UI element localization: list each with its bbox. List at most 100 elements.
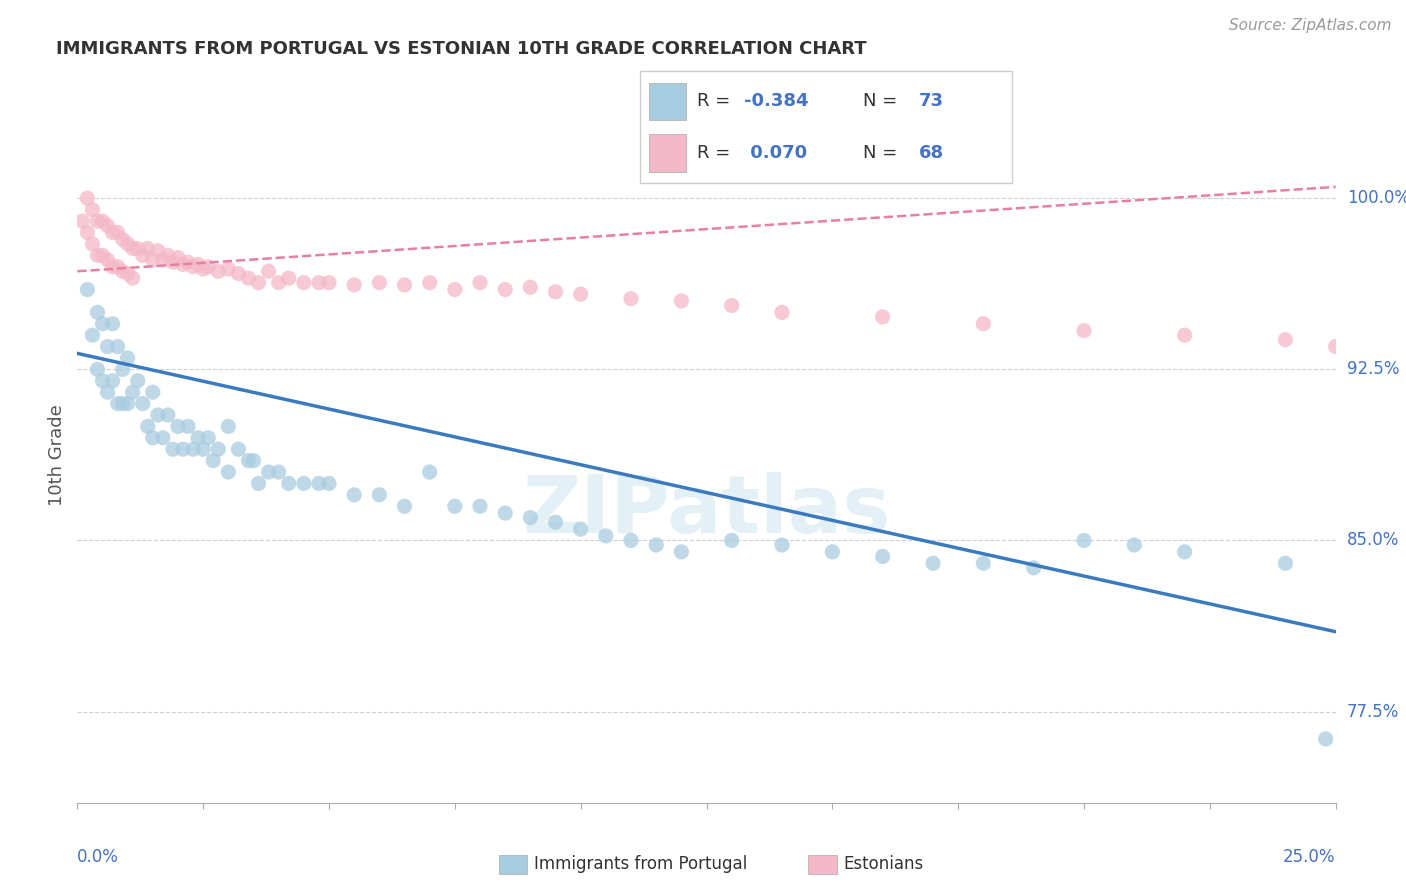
Point [197,260,219,274]
Point [101,317,124,331]
Point [82,236,104,251]
Point [1324,340,1347,354]
Point [136,242,159,256]
Point [519,280,541,294]
Text: N =: N = [863,144,903,161]
Point [620,292,643,306]
Point [922,556,945,570]
Point [167,251,190,265]
Bar [650,83,686,120]
Point [152,252,174,267]
Point [368,488,391,502]
Point [972,317,994,331]
Point [86,248,108,262]
Point [117,236,139,251]
Point [1174,545,1197,559]
Text: 25.0%: 25.0% [1284,848,1336,866]
Point [121,271,143,285]
Text: 92.5%: 92.5% [1347,360,1399,378]
Point [197,431,219,445]
Point [544,285,567,299]
Point [671,293,693,308]
Point [117,351,139,365]
Point [82,328,104,343]
Point [121,242,143,256]
Point [101,374,124,388]
Point [872,310,894,324]
Y-axis label: 10th Grade: 10th Grade [48,404,66,506]
Point [86,214,108,228]
Text: 0.070: 0.070 [744,144,807,161]
Point [1274,333,1296,347]
Point [82,202,104,217]
Point [127,374,149,388]
Text: Source: ZipAtlas.com: Source: ZipAtlas.com [1229,18,1392,33]
Point [156,408,179,422]
Point [162,255,184,269]
Point [76,226,98,240]
Point [91,374,114,388]
Text: -0.384: -0.384 [744,93,808,111]
Point [544,515,567,529]
Point [468,276,491,290]
Point [91,248,114,262]
Point [207,442,229,457]
Point [96,385,118,400]
Point [111,396,134,410]
Point [121,385,143,400]
Text: 100.0%: 100.0% [1347,189,1406,207]
Text: 68: 68 [920,144,945,161]
Point [1350,579,1372,593]
Point [1022,561,1045,575]
Point [181,260,204,274]
Text: IMMIGRANTS FROM PORTUGAL VS ESTONIAN 10TH GRADE CORRELATION CHART: IMMIGRANTS FROM PORTUGAL VS ESTONIAN 10T… [56,40,868,58]
Point [671,545,693,559]
Point [519,510,541,524]
Point [267,465,290,479]
Point [142,431,165,445]
Point [146,244,169,258]
Text: R =: R = [697,93,737,111]
Point [318,476,340,491]
Text: 85.0%: 85.0% [1347,532,1399,549]
Point [177,419,200,434]
Point [343,277,366,292]
Point [91,214,114,228]
Point [96,219,118,233]
Point [394,500,416,514]
Point [419,465,441,479]
Point [247,276,270,290]
Point [172,442,194,457]
Point [228,267,250,281]
Text: Estonians: Estonians [844,855,924,873]
Point [972,556,994,570]
Point [267,276,290,290]
Point [167,419,190,434]
Point [1274,556,1296,570]
Point [111,232,134,246]
Point [1073,324,1095,338]
Point [770,538,793,552]
Point [162,442,184,457]
Point [177,255,200,269]
Point [292,276,315,290]
Point [1315,731,1337,746]
Point [107,396,129,410]
Text: R =: R = [697,144,737,161]
Point [872,549,894,564]
Point [569,287,592,301]
Point [217,465,239,479]
Point [101,260,124,274]
Point [444,283,467,297]
Point [107,260,129,274]
Bar [650,134,686,171]
Point [86,362,108,376]
Point [172,257,194,271]
Point [595,529,617,543]
Text: 77.5%: 77.5% [1347,703,1399,721]
Point [368,276,391,290]
Point [770,305,793,319]
Point [91,317,114,331]
Point [86,305,108,319]
Text: 73: 73 [920,93,945,111]
